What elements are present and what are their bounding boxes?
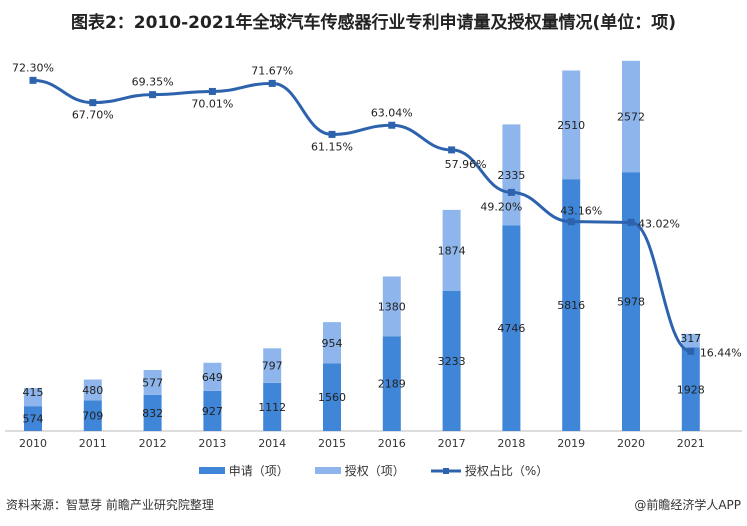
- ratio-point: [328, 130, 336, 138]
- bar-apply: [143, 394, 162, 431]
- legend-item-grant: 授权（项）: [314, 462, 405, 479]
- ratio-point: [687, 347, 695, 355]
- bar-apply: [502, 225, 521, 431]
- ratio-point: [448, 146, 456, 154]
- source-note: 资料来源：智慧芽 前瞻产业研究院整理: [6, 498, 214, 512]
- ratio-label: 63.04%: [371, 106, 413, 119]
- ratio-label: 61.15%: [311, 140, 353, 153]
- bar-label-apply: 574: [23, 413, 44, 426]
- x-tick-label: 2010: [19, 437, 47, 450]
- bar-grant: [622, 60, 640, 173]
- bar-grant: [442, 209, 461, 292]
- bar-label-apply: 1560: [318, 391, 346, 404]
- x-tick-label: 2021: [677, 437, 705, 450]
- bar-grant: [502, 124, 521, 226]
- bar-grant: [562, 70, 581, 180]
- x-tick-label: 2014: [258, 437, 286, 450]
- bar-label-grant: 797: [262, 360, 283, 373]
- bar-grant: [203, 362, 222, 391]
- ratio-label: 67.70%: [72, 109, 114, 122]
- bar-apply: [681, 347, 700, 431]
- ratio-point: [208, 87, 216, 95]
- bar-apply: [323, 363, 341, 431]
- legend-swatch: [198, 467, 225, 474]
- ratio-label: 43.02%: [638, 217, 680, 230]
- bar-label-grant: 2510: [557, 119, 585, 132]
- bar-label-grant: 2572: [617, 110, 645, 123]
- bar-label-apply: 5816: [557, 299, 585, 312]
- ratio-point: [567, 218, 575, 226]
- ratio-label: 49.20%: [480, 200, 522, 213]
- ratio-point: [268, 79, 276, 87]
- x-tick-label: 2013: [198, 437, 226, 450]
- ratio-point: [627, 218, 635, 226]
- bar-apply: [24, 406, 42, 431]
- bar-grant: [83, 379, 102, 401]
- ratio-label: 71.67%: [251, 64, 293, 77]
- brand-note: @前瞻经济学人APP: [634, 498, 741, 512]
- bar-apply: [622, 172, 640, 432]
- x-tick-label: 2011: [79, 437, 107, 450]
- ratio-label: 69.35%: [132, 76, 174, 89]
- bar-apply: [83, 400, 102, 431]
- ratio-label: 72.30%: [12, 61, 54, 74]
- bar-label-grant: 1874: [438, 244, 466, 257]
- bar-label-grant: 480: [82, 384, 103, 397]
- bar-label-grant: 415: [23, 386, 44, 399]
- bar-apply: [442, 291, 461, 431]
- chart-title: 图表2：2010-2021年全球汽车传感器行业专利申请量及授权量情况(单位：项): [70, 13, 677, 33]
- bar-grant: [24, 388, 42, 407]
- x-tick-label: 2012: [139, 437, 167, 450]
- legend-line-swatch: [430, 467, 461, 474]
- bar-grant: [382, 276, 401, 337]
- bar-label-grant: 577: [142, 376, 163, 389]
- bar-label-apply: 5978: [617, 296, 645, 309]
- ratio-point: [29, 76, 37, 84]
- bar-grant: [143, 369, 162, 395]
- legend-item-apply: 申请（项）: [198, 462, 289, 479]
- ratio-label: 57.96%: [445, 158, 487, 171]
- x-tick-label: 2016: [378, 437, 406, 450]
- legend-label: 授权占比（%）: [464, 464, 549, 478]
- bar-grant: [263, 348, 282, 383]
- ratio-point: [507, 188, 515, 196]
- bar-label-grant: 2335: [497, 169, 525, 182]
- bar-label-grant: 954: [322, 337, 343, 350]
- x-tick-label: 2020: [617, 437, 645, 450]
- bar-label-apply: 832: [142, 407, 163, 420]
- legend-item-ratio: 授权占比（%）: [430, 462, 549, 479]
- bar-label-apply: 3233: [438, 355, 466, 368]
- legend: 申请（项） 授权（项） 授权占比（%）: [0, 462, 747, 479]
- bar-label-grant: 317: [680, 332, 701, 345]
- ratio-point: [89, 99, 97, 107]
- bar-label-grant: 649: [202, 371, 223, 384]
- bar-label-apply: 4746: [497, 322, 525, 335]
- bar-label-apply: 709: [82, 410, 103, 423]
- bar-apply: [382, 336, 401, 431]
- legend-swatch: [314, 467, 341, 474]
- ratio-label: 16.44%: [700, 346, 742, 359]
- bar-apply: [203, 390, 222, 431]
- legend-label: 授权（项）: [344, 464, 405, 478]
- x-tick-label: 2019: [557, 437, 585, 450]
- x-tick-label: 2017: [438, 437, 466, 450]
- legend-label: 申请（项）: [228, 464, 289, 478]
- bar-grant: [323, 322, 341, 364]
- bar-apply: [263, 382, 282, 431]
- ratio-label: 43.16%: [560, 205, 602, 218]
- bar-grant: [681, 333, 700, 348]
- bar-label-apply: 927: [202, 405, 223, 418]
- x-tick-label: 2015: [318, 437, 346, 450]
- bar-label-apply: 2189: [378, 378, 406, 391]
- bar-label-apply: 1928: [677, 383, 705, 396]
- bar-label-grant: 1380: [378, 300, 406, 313]
- x-tick-label: 2018: [497, 437, 525, 450]
- ratio-label: 70.01%: [191, 97, 233, 110]
- ratio-point: [149, 91, 157, 99]
- bar-apply: [562, 179, 581, 431]
- bar-label-apply: 1112: [258, 401, 286, 414]
- ratio-point: [388, 121, 396, 129]
